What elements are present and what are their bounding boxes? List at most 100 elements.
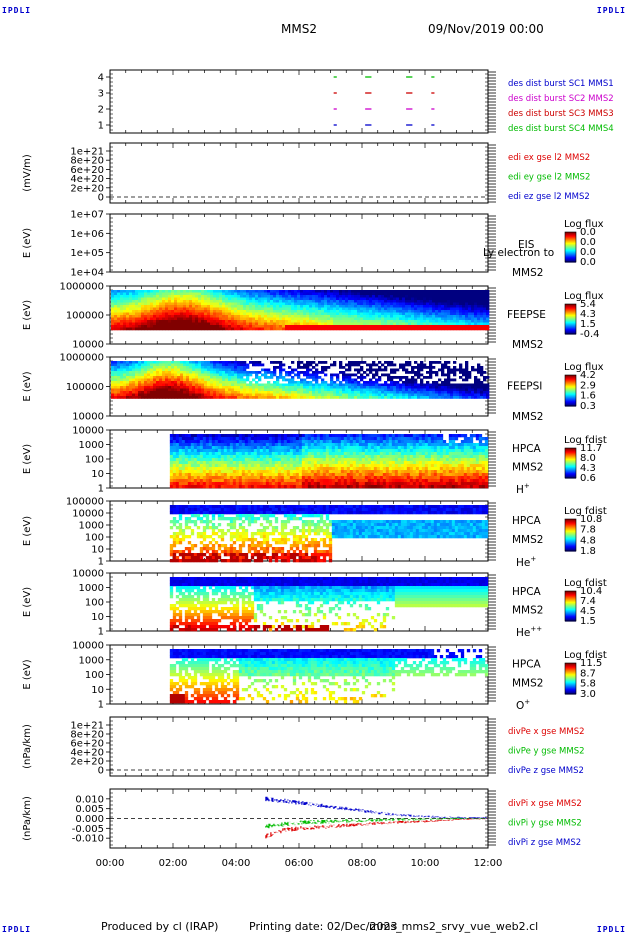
spectrogram-cell [441, 396, 445, 399]
spectrogram-cell [444, 310, 448, 313]
spectrogram-cell [372, 322, 376, 326]
spectrogram-cell [120, 378, 124, 382]
spectrogram-cell [126, 295, 130, 298]
spectrogram-cell [411, 290, 415, 293]
spectrogram-cell [141, 310, 145, 313]
spectrogram-cell [282, 295, 286, 298]
spectrogram-cell [459, 388, 463, 392]
spectrogram-cell [220, 449, 225, 453]
spectrogram-cell [234, 312, 238, 316]
spectrogram-cell [264, 383, 268, 387]
spectrogram-cell [351, 295, 355, 298]
spectrogram-cell [435, 317, 439, 321]
spectrogram-cell [258, 320, 262, 323]
spectrogram-cell [156, 391, 160, 394]
spectrogram-cell [387, 386, 391, 389]
spectrogram-cell [426, 386, 430, 389]
burst-legend-entry: des dist burst SC2 MMS2 [508, 94, 614, 104]
spectrogram-cell [291, 307, 295, 311]
spectrogram-cell [363, 317, 367, 321]
spectrogram-cell [237, 312, 241, 316]
spectrogram-cell [171, 322, 175, 326]
spectrogram-cell [225, 295, 229, 298]
spectrogram-cell [327, 305, 331, 308]
spectrogram-cell [351, 327, 355, 331]
spectrogram-cell [393, 327, 397, 331]
spectrogram-cell [214, 485, 219, 489]
spectrogram-cell [196, 482, 201, 486]
spectrogram-cell [234, 327, 238, 331]
spectrogram-cell [198, 361, 202, 364]
spectrogram-cell [477, 371, 481, 374]
spectrogram-cell [186, 327, 190, 331]
spectrogram-cell [381, 292, 385, 296]
spectrogram-cell [366, 388, 370, 392]
spectrogram-cell [123, 381, 127, 384]
spectrogram-cell [193, 467, 198, 471]
spectrogram-cell [147, 363, 151, 367]
spectrogram-cell [276, 378, 280, 382]
spectrogram-cell [336, 295, 340, 298]
spectrogram-cell [417, 363, 421, 367]
spectrogram-cell [150, 322, 154, 326]
spectrogram-cell [420, 361, 424, 364]
spectrogram-cell [351, 391, 355, 394]
spectrogram-cell [117, 292, 121, 296]
spectrogram-cell [174, 361, 178, 364]
spectrogram-cell [474, 312, 478, 316]
spectrogram-cell [378, 322, 382, 326]
spectrogram-cell [153, 302, 157, 306]
spectrogram-cell [189, 325, 193, 328]
spectrogram-cell [207, 383, 211, 387]
spectrogram-cell [156, 371, 160, 374]
spectrogram-cell [441, 300, 445, 303]
spectrogram-cell [114, 386, 118, 389]
spectrogram-cell [186, 322, 190, 326]
spectrogram-cell [369, 300, 373, 303]
spectrogram-cell [132, 300, 136, 303]
spectrogram-cell [423, 383, 427, 387]
spectrogram-cell [306, 386, 310, 389]
spectrogram-cell [238, 455, 243, 459]
spectrogram-cell [226, 476, 231, 480]
spectrogram-cell [321, 325, 325, 328]
spectrogram-cell [162, 315, 166, 318]
spectrogram-cell [240, 327, 244, 331]
spectrogram-cell [465, 391, 469, 394]
colorbar-cell [565, 258, 576, 260]
spectrogram-cell [204, 312, 208, 316]
spectrogram-cell [273, 315, 277, 318]
spectrogram-cell [193, 449, 198, 453]
spectrogram-cell [255, 393, 259, 397]
spectrogram-cell [390, 302, 394, 306]
spectrogram-cell [306, 391, 310, 394]
spectrogram-cell [285, 300, 289, 303]
spectrogram-cell [366, 292, 370, 296]
spectrogram-cell [229, 470, 234, 474]
burst-frame [109, 69, 489, 134]
spectrogram-cell [267, 290, 271, 293]
spectrogram-cell [363, 386, 367, 389]
spectrogram-cell [111, 366, 115, 369]
spectrogram-cell [306, 388, 310, 392]
spectrogram-cell [291, 386, 295, 389]
spectrogram-cell [366, 381, 370, 384]
spectrogram-cell [120, 371, 124, 374]
spectrogram-cell [132, 391, 136, 394]
spectrogram-cell [222, 300, 226, 303]
spectrogram-cell [165, 386, 169, 389]
spectrogram-cell [447, 320, 451, 323]
spectrogram-cell [369, 378, 373, 382]
spectrogram-cell [342, 305, 346, 308]
spectrogram-cell [393, 300, 397, 303]
spectrogram-cell [165, 297, 169, 301]
spectrogram-cell [381, 310, 385, 313]
spectrogram-cell [273, 290, 277, 293]
spectrogram-cell [390, 381, 394, 384]
spectrogram-cell [444, 378, 448, 382]
spectrogram-cell [132, 378, 136, 382]
spectrogram-cell [114, 320, 118, 323]
spectrogram-cell [294, 292, 298, 296]
spectrogram-cell [309, 383, 313, 387]
spectrogram-cell [223, 467, 228, 471]
